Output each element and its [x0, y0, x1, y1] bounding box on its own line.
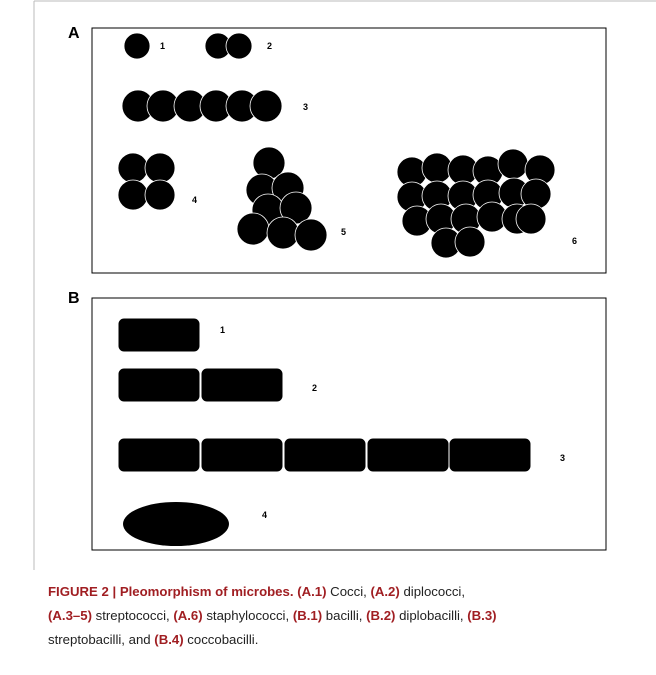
shape-label: 4	[192, 195, 197, 205]
shape-label: 2	[267, 41, 272, 51]
coccus	[226, 33, 252, 59]
caption-bold: (A.2)	[370, 584, 399, 599]
coccus	[118, 180, 148, 210]
caption-line: FIGURE 2 | Pleomorphism of microbes. (A.…	[48, 580, 648, 604]
bacillus	[367, 438, 449, 472]
coccus	[237, 213, 269, 245]
caption-bold: (B.1)	[293, 608, 322, 623]
caption-text: coccobacilli.	[184, 632, 259, 647]
coccus	[295, 219, 327, 251]
coccus	[422, 153, 452, 183]
caption-text: diplococci,	[400, 584, 465, 599]
caption-line: (A.3–5) streptococci, (A.6) staphylococc…	[48, 604, 648, 628]
bacillus	[118, 438, 200, 472]
caption-bold: (B.2)	[366, 608, 395, 623]
coccus	[118, 153, 148, 183]
coccus	[516, 204, 546, 234]
caption-text: staphylococci,	[203, 608, 293, 623]
panel-label: B	[68, 290, 80, 307]
bacillus	[284, 438, 366, 472]
caption-bold: FIGURE 2 | Pleomorphism of microbes.	[48, 584, 294, 599]
coccus	[145, 180, 175, 210]
caption: FIGURE 2 | Pleomorphism of microbes. (A.…	[48, 580, 648, 652]
page: A 1 2 3 4 5 6 B 1 2 3 4 FIGURE 2 | Pleomorphism of …	[0, 0, 656, 675]
panel-a-box	[92, 28, 606, 273]
caption-text: streptobacilli, and	[48, 632, 154, 647]
shape-label: 1	[220, 325, 225, 335]
coccobacillus	[123, 502, 229, 546]
caption-bold: (A.1)	[297, 584, 326, 599]
coccus	[498, 149, 528, 179]
shape-label: 1	[160, 41, 165, 51]
shape-label: 3	[303, 102, 308, 112]
coccus	[455, 227, 485, 257]
caption-text: diplobacilli,	[395, 608, 467, 623]
coccus	[267, 217, 299, 249]
caption-bold: (A.6)	[173, 608, 202, 623]
bacillus	[449, 438, 531, 472]
coccus	[250, 90, 282, 122]
caption-text: Cocci,	[327, 584, 371, 599]
bacillus	[201, 438, 283, 472]
coccus	[124, 33, 150, 59]
caption-bold: (A.3–5)	[48, 608, 92, 623]
bacillus	[118, 318, 200, 352]
caption-bold: (B.3)	[467, 608, 496, 623]
coccus	[145, 153, 175, 183]
shape-label: 4	[262, 510, 267, 520]
panel-label: A	[68, 25, 80, 42]
bacillus	[118, 368, 200, 402]
shape-label: 3	[560, 453, 565, 463]
caption-text: bacilli,	[322, 608, 366, 623]
figure: A 1 2 3 4 5 6 B 1 2 3 4	[0, 0, 656, 570]
caption-bold: (B.4)	[154, 632, 183, 647]
shape-label: 2	[312, 383, 317, 393]
caption-text: streptococci,	[92, 608, 173, 623]
bacillus	[201, 368, 283, 402]
caption-line: streptobacilli, and (B.4) coccobacilli.	[48, 628, 648, 652]
shape-label: 5	[341, 227, 346, 237]
shape-label: 6	[572, 236, 577, 246]
